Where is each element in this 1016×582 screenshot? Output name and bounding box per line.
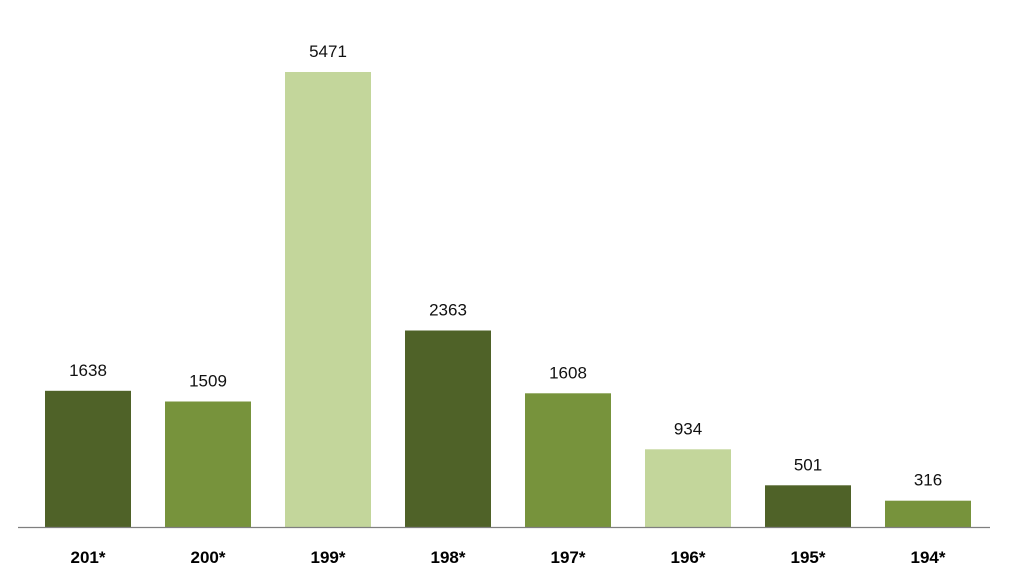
bar-value-label: 1608 xyxy=(549,363,587,382)
value-labels-group: 1638 1509 5471 2363 1608 934 501 316 xyxy=(69,42,942,490)
x-tick-label: 195* xyxy=(791,548,826,567)
bar-value-label: 501 xyxy=(794,455,822,474)
bar-4 xyxy=(405,330,491,527)
x-tick-label: 198* xyxy=(431,548,466,567)
tick-labels-group: 201* 200* 199* 198* 197* 196* 195* 194* xyxy=(71,548,946,567)
x-tick-label: 194* xyxy=(911,548,946,567)
bar-value-label: 2363 xyxy=(429,301,467,320)
bar-3 xyxy=(285,72,371,527)
bar-1 xyxy=(45,390,131,527)
bar-value-label: 1509 xyxy=(189,372,227,391)
bar-2 xyxy=(165,401,251,527)
bars-group xyxy=(45,72,971,527)
bar-7 xyxy=(765,485,851,527)
x-tick-label: 201* xyxy=(71,548,106,567)
bar-value-label: 1638 xyxy=(69,361,107,380)
x-tick-label: 200* xyxy=(191,548,226,567)
x-tick-label: 197* xyxy=(551,548,586,567)
x-tick-label: 199* xyxy=(311,548,346,567)
bar-value-label: 316 xyxy=(914,471,942,490)
x-tick-label: 196* xyxy=(671,548,706,567)
bar-value-label: 934 xyxy=(674,419,702,438)
bar-5 xyxy=(525,393,611,527)
bar-8 xyxy=(885,500,971,527)
bar-6 xyxy=(645,449,731,527)
bar-value-label: 5471 xyxy=(309,42,347,61)
